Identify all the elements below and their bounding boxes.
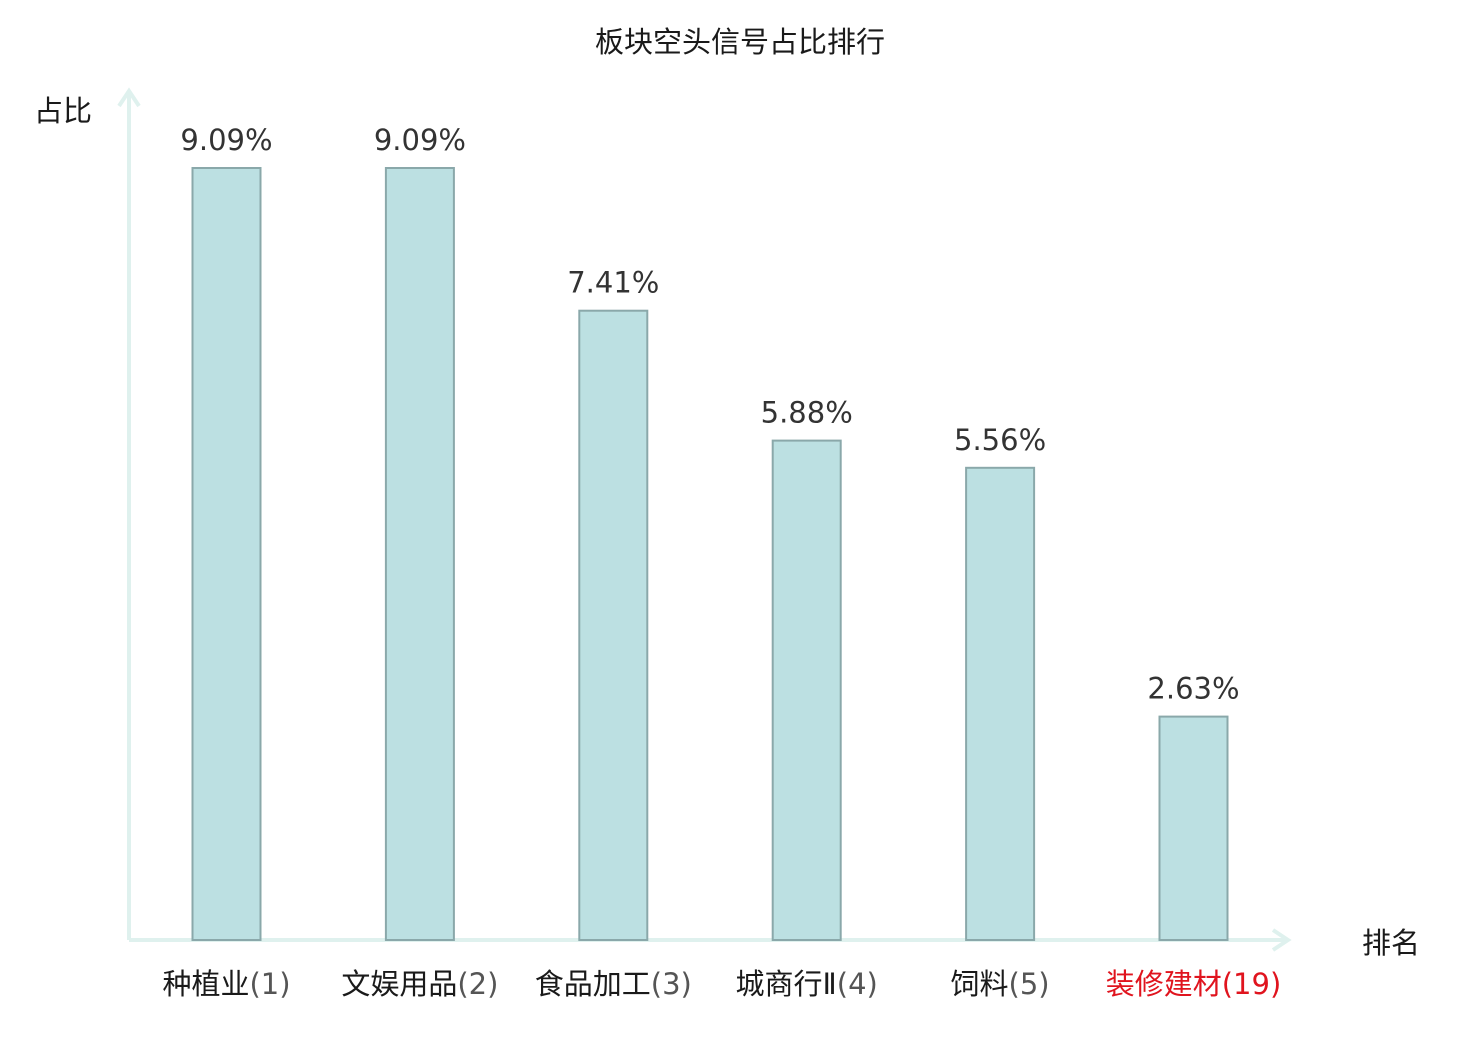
bar-2 [384, 167, 455, 941]
bar-6 [1158, 715, 1229, 941]
category-name-6: 装修建材 [1106, 967, 1222, 1001]
category-rank-3: (3) [651, 967, 692, 1001]
x-axis-label: 排名 [1362, 926, 1420, 960]
category-label-2: 文娱用品(2) [341, 967, 498, 1001]
category-name-4: 城商行Ⅱ [736, 967, 837, 1001]
value-label-2: 9.09% [374, 123, 466, 157]
category-rank-6: (19) [1222, 967, 1282, 1001]
value-label-3: 7.41% [567, 266, 659, 300]
y-axis-label: 占比 [34, 94, 92, 128]
category-rank-4: (4) [837, 967, 878, 1001]
value-label-6: 2.63% [1147, 672, 1239, 706]
category-name-2: 文娱用品 [341, 967, 457, 1001]
category-name-1: 种植业 [162, 967, 249, 1001]
y-axis-arrow [117, 87, 141, 108]
category-label-5: 饲料(5) [951, 967, 1050, 1001]
category-label-6: 装修建材(19) [1106, 967, 1282, 1001]
category-rank-1: (1) [249, 967, 290, 1001]
category-label-1: 种植业(1) [162, 967, 290, 1001]
chart-title: 板块空头信号占比排行 [595, 25, 885, 59]
value-labels-group: 9.09% 9.09% 7.41% 5.88% 5.56% 2.63% [180, 123, 1239, 706]
category-name-3: 食品加工 [535, 967, 651, 1001]
category-name-5: 饲料 [951, 967, 1009, 1001]
value-label-5: 5.56% [954, 423, 1046, 457]
category-label-3: 食品加工(3) [535, 967, 692, 1001]
bar-1 [191, 167, 262, 941]
value-label-1: 9.09% [180, 123, 272, 157]
value-label-4: 5.88% [761, 396, 853, 430]
category-rank-2: (2) [457, 967, 498, 1001]
axes [117, 87, 1292, 952]
bars-group [191, 167, 1229, 941]
bar-5 [965, 466, 1036, 941]
x-axis-arrow [1271, 928, 1292, 952]
bar-4 [771, 439, 842, 941]
category-rank-5: (5) [1009, 967, 1050, 1001]
bar-3 [578, 309, 649, 941]
category-label-4: 城商行Ⅱ(4) [736, 967, 878, 1001]
category-labels-group: 种植业(1) 文娱用品(2) 食品加工(3) 城商行Ⅱ(4) 饲料(5) 装修建材(19) [162, 967, 1281, 1001]
